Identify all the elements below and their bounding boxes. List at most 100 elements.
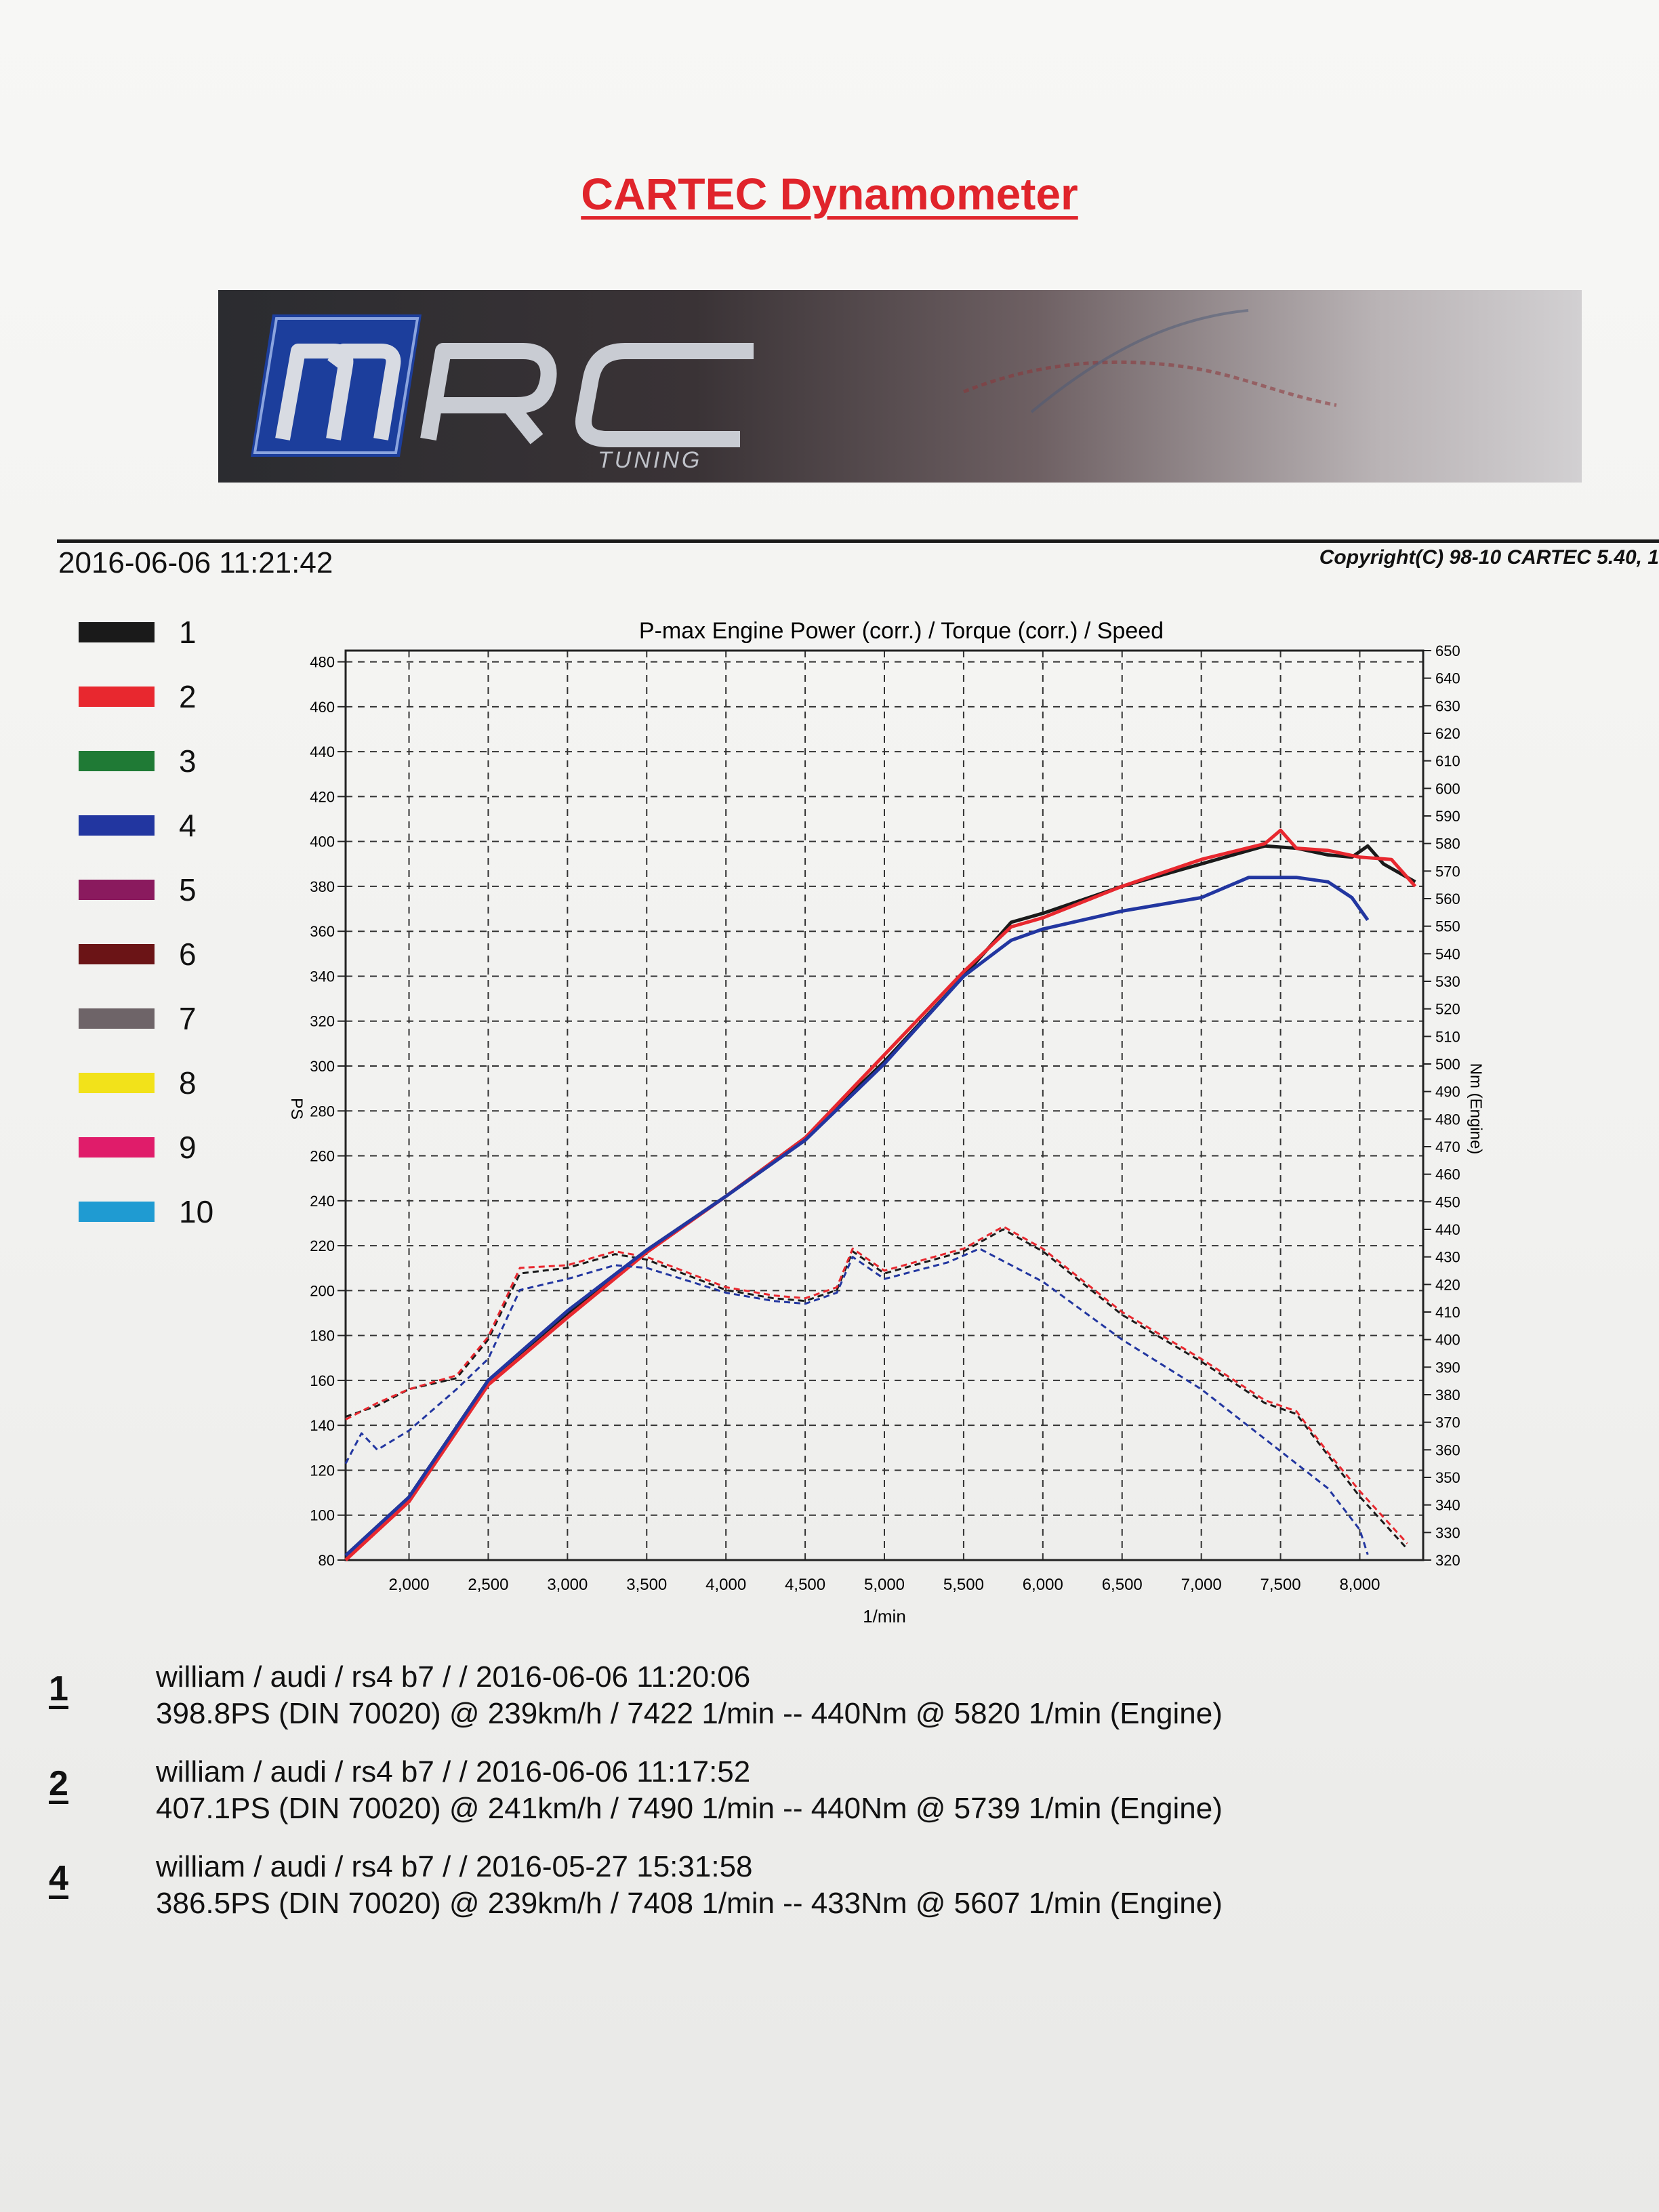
result-run-info: william / audi / rs4 b7 / / 2016-06-06 1… <box>156 1755 751 1788</box>
y-right-tick-label: 430 <box>1435 1249 1460 1266</box>
y-right-tick-label: 400 <box>1435 1332 1460 1349</box>
y-axis-left-label: PS <box>287 1098 306 1120</box>
power-line-4 <box>344 876 1370 1557</box>
x-tick-label: 4,000 <box>705 1576 746 1594</box>
x-tick-label: 6,000 <box>1023 1576 1063 1594</box>
result-number: 4 <box>49 1859 68 1898</box>
x-tick-label: 5,500 <box>943 1576 984 1594</box>
y-right-tick-label: 480 <box>1435 1111 1460 1128</box>
chart-axes: 2,000 2,500 3,000 3,500 4,000 4,500 5,000 5,500… <box>310 642 1460 1594</box>
legend-item: 2 <box>79 674 241 722</box>
y-right-tick-label: 360 <box>1435 1441 1460 1458</box>
legend-item: 3 <box>79 739 241 786</box>
result-number: 2 <box>49 1764 68 1803</box>
y-left-tick-label: 180 <box>310 1328 335 1345</box>
y-right-tick-label: 450 <box>1435 1193 1460 1210</box>
torque-line-1 <box>345 1228 1408 1550</box>
banner-tuning-text: TUNING <box>598 447 702 473</box>
x-tick-label: 6,500 <box>1102 1576 1143 1594</box>
y-right-tick-label: 490 <box>1435 1084 1460 1101</box>
legend-swatch <box>79 815 155 836</box>
y-right-tick-label: 610 <box>1435 753 1460 770</box>
legend-label: 2 <box>179 679 197 714</box>
legend-label: 3 <box>179 743 197 779</box>
legend-item: 1 <box>79 610 241 657</box>
y-right-tick-label: 320 <box>1435 1552 1460 1569</box>
y-right-tick-label: 590 <box>1435 808 1460 825</box>
y-right-tick-label: 580 <box>1435 836 1460 853</box>
result-run-info: william / audi / rs4 b7 / / 2016-06-06 1… <box>156 1660 751 1694</box>
result-number: 1 <box>49 1669 68 1708</box>
x-tick-label: 3,500 <box>626 1576 667 1594</box>
y-right-tick-label: 640 <box>1435 670 1460 687</box>
y-right-tick-label: 540 <box>1435 945 1460 962</box>
result-entry: 2 william / audi / rs4 b7 / / 2016-06-06 … <box>49 1755 1404 1850</box>
legend-label: 9 <box>179 1130 197 1165</box>
y-right-tick-label: 500 <box>1435 1056 1460 1073</box>
page-title: CARTEC Dynamometer <box>581 169 1078 219</box>
y-right-tick-label: 570 <box>1435 863 1460 880</box>
y-left-tick-label: 300 <box>310 1058 335 1075</box>
y-right-tick-label: 470 <box>1435 1139 1460 1155</box>
x-tick-label: 8,000 <box>1339 1576 1380 1594</box>
y-left-tick-label: 340 <box>310 968 335 985</box>
legend-item: 5 <box>79 867 241 915</box>
y-left-tick-label: 140 <box>310 1417 335 1434</box>
y-left-tick-label: 460 <box>310 699 335 716</box>
y-right-tick-label: 340 <box>1435 1497 1460 1514</box>
y-left-tick-label: 220 <box>310 1237 335 1254</box>
y-right-tick-label: 600 <box>1435 780 1460 797</box>
y-right-tick-label: 390 <box>1435 1359 1460 1376</box>
y-left-tick-label: 400 <box>310 834 335 851</box>
header-rule <box>57 539 1659 543</box>
power-line-2 <box>344 828 1417 1561</box>
legend-label: 10 <box>179 1194 214 1229</box>
legend-label: 4 <box>179 808 197 843</box>
result-peak-values: 386.5PS (DIN 70020) @ 239km/h / 7408 1/m… <box>156 1887 1223 1920</box>
y-left-tick-label: 440 <box>310 743 335 760</box>
y-right-tick-label: 650 <box>1435 642 1460 659</box>
legend-item: 8 <box>79 1061 241 1108</box>
legend-label: 8 <box>179 1065 197 1101</box>
legend-item: 6 <box>79 932 241 979</box>
y-left-tick-label: 380 <box>310 878 335 895</box>
y-right-tick-label: 370 <box>1435 1414 1460 1431</box>
legend-label: 7 <box>179 1001 197 1036</box>
torque-line-2 <box>345 1225 1408 1544</box>
legend-item: 9 <box>79 1125 241 1172</box>
legend-swatch <box>79 1137 155 1158</box>
chart-title: P-max Engine Power (corr.) / Torque (cor… <box>639 618 1164 644</box>
y-right-tick-label: 630 <box>1435 697 1460 714</box>
result-peak-values: 398.8PS (DIN 70020) @ 239km/h / 7422 1/m… <box>156 1697 1223 1730</box>
y-left-tick-label: 420 <box>310 788 335 805</box>
x-tick-label: 2,500 <box>468 1576 508 1594</box>
y-right-tick-label: 380 <box>1435 1387 1460 1404</box>
x-tick-label: 3,000 <box>547 1576 588 1594</box>
legend-swatch <box>79 944 155 964</box>
y-left-tick-label: 320 <box>310 1013 335 1030</box>
y-left-tick-label: 260 <box>310 1148 335 1165</box>
y-right-tick-label: 420 <box>1435 1276 1460 1293</box>
x-tick-label: 4,500 <box>785 1576 825 1594</box>
dyno-chart: P-max Engine Power (corr.) / Torque (cor… <box>287 618 1485 1626</box>
y-right-tick-label: 350 <box>1435 1469 1460 1486</box>
y-left-tick-label: 120 <box>310 1462 335 1479</box>
y-right-tick-label: 550 <box>1435 918 1460 935</box>
y-right-tick-label: 620 <box>1435 725 1460 742</box>
legend-swatch <box>79 687 155 707</box>
chart-series <box>344 828 1417 1561</box>
x-tick-label: 7,000 <box>1181 1576 1222 1594</box>
legend-swatch <box>79 880 155 900</box>
y-axis-right-label: Nm (Engine) <box>1467 1063 1485 1155</box>
y-left-tick-label: 360 <box>310 923 335 940</box>
torque-line-4 <box>344 1248 1369 1555</box>
y-right-tick-label: 520 <box>1435 1001 1460 1018</box>
y-right-tick-label: 560 <box>1435 890 1460 907</box>
y-left-tick-label: 200 <box>310 1282 335 1299</box>
legend-item: 10 <box>79 1189 241 1237</box>
legend-label: 1 <box>179 615 197 650</box>
report-timestamp: 2016-06-06 11:21:42 <box>58 546 333 579</box>
result-run-info: william / audi / rs4 b7 / / 2016-05-27 1… <box>156 1850 753 1883</box>
legend-swatch <box>79 1008 155 1029</box>
legend-label: 5 <box>179 872 197 907</box>
